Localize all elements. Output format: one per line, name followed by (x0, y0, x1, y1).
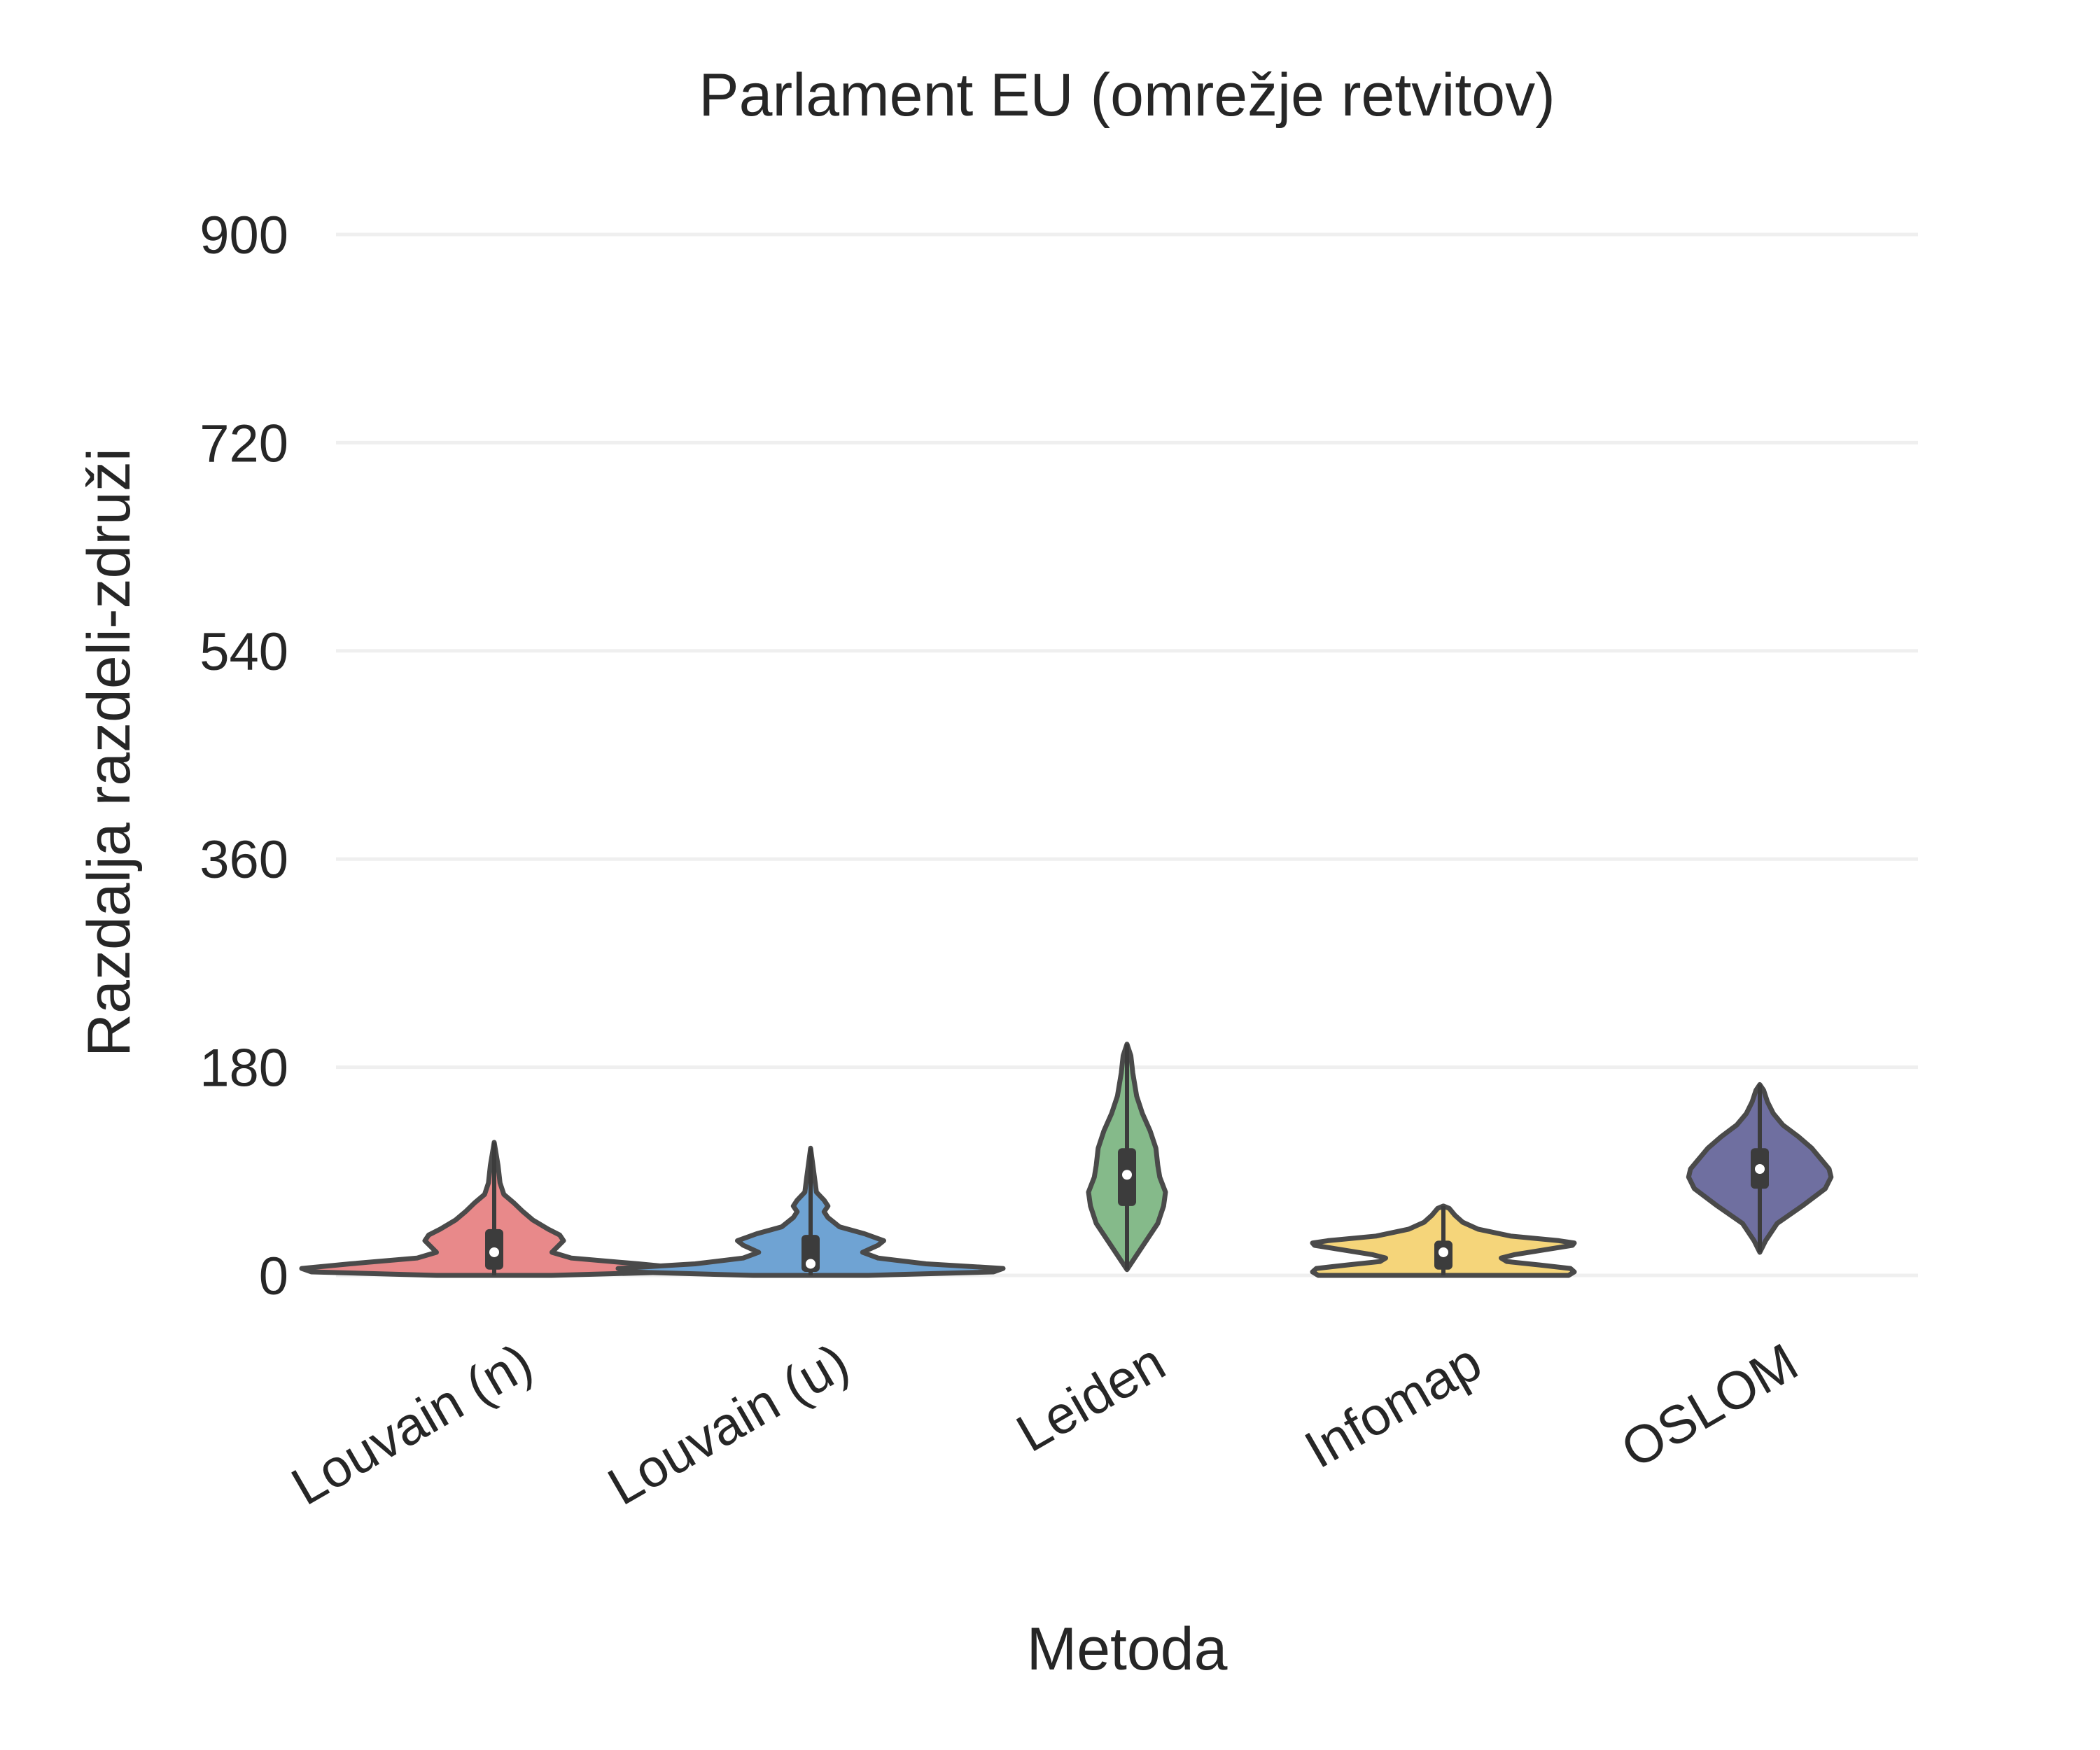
y-tick-label: 360 (200, 830, 288, 890)
x-tick-label: OSLOM (1611, 1332, 1807, 1480)
x-tick-label: Louvain (n) (282, 1332, 542, 1517)
x-tick-label: Louvain (u) (598, 1332, 859, 1517)
y-tick-label: 540 (200, 622, 288, 682)
violin-median-1 (806, 1259, 816, 1269)
y-tick-label: 900 (200, 206, 288, 265)
violin-median-2 (1122, 1170, 1132, 1180)
x-axis-label: Metoda (1027, 1616, 1228, 1683)
gridlines (336, 232, 1918, 1278)
x-tick-labels: Louvain (n) Louvain (u) Leiden Infomap OSLOM (282, 1332, 1808, 1517)
y-tick-label: 180 (200, 1039, 288, 1098)
y-tick-labels: 0 180 360 540 720 900 (200, 206, 288, 1306)
x-tick-label: Leiden (1007, 1332, 1175, 1464)
chart-title: Parlament EU (omrežje retvitov) (699, 62, 1555, 129)
y-tick-label: 720 (200, 414, 288, 473)
y-tick-label: 0 (259, 1247, 288, 1306)
violin-median-3 (1438, 1247, 1448, 1257)
violin-median-4 (1755, 1163, 1765, 1174)
violin-median-0 (489, 1247, 499, 1257)
y-axis-label: Razdalja razdeli-združi (76, 448, 143, 1057)
violins (299, 1042, 1834, 1278)
x-tick-label: Infomap (1295, 1332, 1491, 1480)
